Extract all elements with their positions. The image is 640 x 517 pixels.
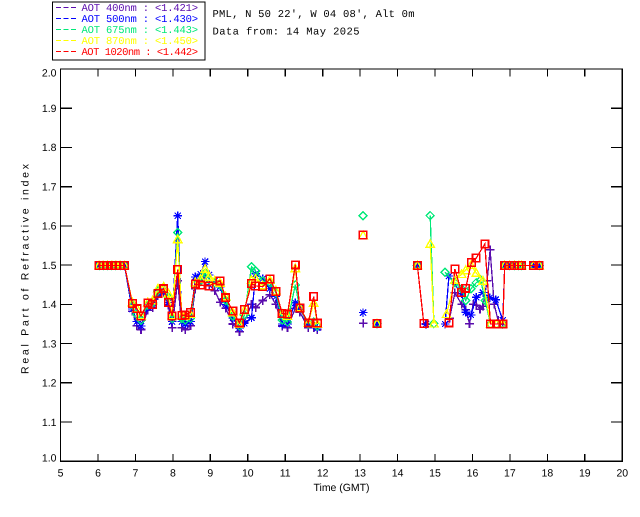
- svg-text:5: 5: [58, 468, 64, 480]
- svg-text:Time (GMT): Time (GMT): [314, 482, 370, 494]
- svg-text:AOT 500nm : <1.430>: AOT 500nm : <1.430>: [82, 14, 199, 26]
- svg-text:AOT 675nm : <1.443>: AOT 675nm : <1.443>: [82, 25, 199, 37]
- svg-text:18: 18: [542, 468, 554, 480]
- svg-text:16: 16: [467, 468, 479, 480]
- svg-text:19: 19: [579, 468, 591, 480]
- svg-text:11: 11: [280, 468, 291, 480]
- svg-text:PML, N 50 22', W 04 08', Alt 0: PML, N 50 22', W 04 08', Alt 0m: [213, 9, 415, 21]
- svg-text:15: 15: [429, 468, 441, 480]
- svg-text:Data from: 14 May 2025: Data from: 14 May 2025: [213, 26, 360, 38]
- svg-text:12: 12: [317, 468, 329, 480]
- svg-text:1.2: 1.2: [42, 378, 57, 390]
- svg-text:1.3: 1.3: [42, 338, 57, 350]
- svg-text:1.8: 1.8: [42, 142, 57, 154]
- svg-text:AOT 1020nm : <1.442>: AOT 1020nm : <1.442>: [82, 47, 199, 59]
- svg-text:6: 6: [95, 468, 101, 480]
- svg-text:1.1: 1.1: [42, 417, 57, 429]
- svg-text:10: 10: [242, 468, 254, 480]
- svg-text:1.6: 1.6: [42, 221, 57, 233]
- svg-text:20: 20: [616, 468, 628, 480]
- svg-text:2.0: 2.0: [42, 67, 57, 79]
- svg-text:8: 8: [170, 468, 176, 480]
- svg-text:1.9: 1.9: [42, 103, 57, 115]
- svg-text:1.7: 1.7: [42, 181, 57, 193]
- svg-text:17: 17: [504, 468, 516, 480]
- svg-text:AOT 400nm : <1.421>: AOT 400nm : <1.421>: [82, 3, 199, 15]
- svg-text:14: 14: [392, 468, 404, 480]
- svg-text:9: 9: [207, 468, 213, 480]
- svg-text:1.5: 1.5: [42, 260, 57, 272]
- svg-text:7: 7: [132, 468, 138, 480]
- svg-text:13: 13: [354, 468, 366, 480]
- svg-text:AOT 870nm : <1.450>: AOT 870nm : <1.450>: [82, 36, 199, 48]
- svg-text:1.4: 1.4: [42, 299, 57, 311]
- svg-text:1.0: 1.0: [42, 453, 57, 465]
- svg-text:Real Part of Refractive index: Real Part of Refractive index: [20, 163, 32, 374]
